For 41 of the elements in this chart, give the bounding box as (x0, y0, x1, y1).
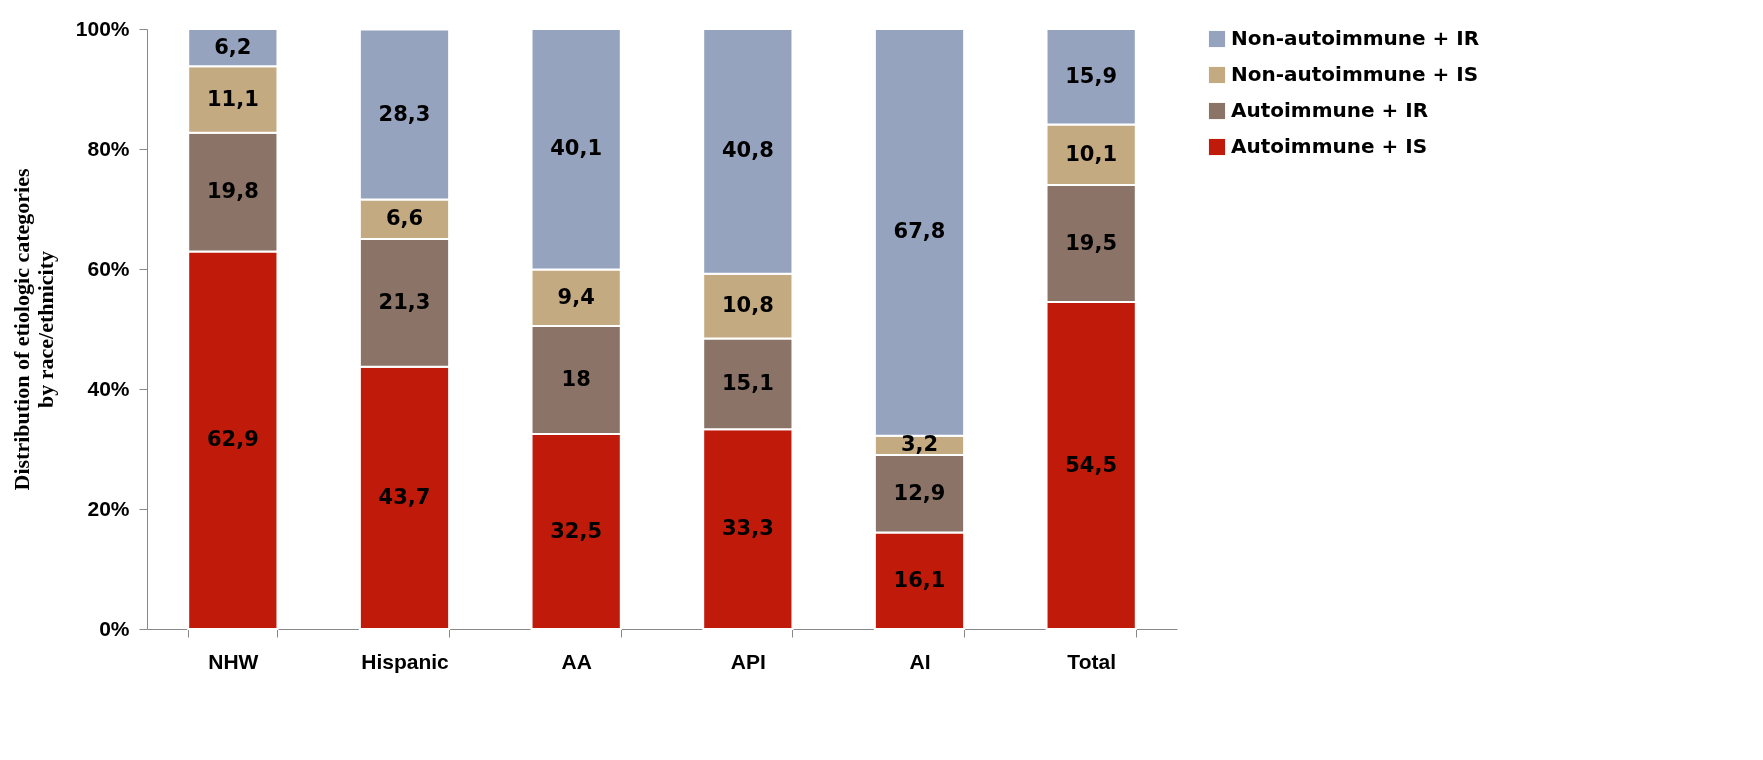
data-label: 40,8 (721, 138, 774, 163)
data-label: 19,5 (1065, 230, 1118, 255)
data-label: 12,9 (893, 480, 946, 505)
data-label: 54,5 (1065, 452, 1118, 477)
legend-label: Non-autoimmune + IS (1231, 62, 1479, 86)
y-tick-label: 20% (87, 496, 130, 520)
data-label: 67,8 (893, 219, 946, 244)
data-label: 43,7 (378, 484, 431, 509)
x-tick-label: AA (561, 649, 592, 673)
x-tick-label: Hispanic (361, 649, 450, 673)
x-tick-label: Total (1067, 649, 1116, 673)
legend-label: Autoimmune + IS (1231, 134, 1428, 158)
x-tick-label: NHW (208, 649, 259, 673)
data-label: 28,3 (378, 101, 431, 126)
data-label: 32,5 (550, 518, 603, 543)
data-label: 15,9 (1065, 63, 1118, 88)
data-label: 16,1 (893, 567, 946, 592)
data-label: 33,3 (721, 516, 774, 541)
data-label: 19,8 (206, 179, 259, 204)
legend-label: Non-autoimmune + IR (1231, 26, 1480, 50)
legend-label: Autoimmune + IR (1231, 98, 1429, 122)
data-label: 6,2 (214, 34, 252, 59)
x-tick-label: API (730, 649, 766, 673)
data-label: 9,4 (557, 284, 595, 309)
data-label: 11,1 (206, 86, 259, 111)
data-label: 10,8 (721, 293, 774, 318)
data-label: 10,1 (1065, 141, 1118, 166)
x-tick-label: AI (909, 649, 931, 673)
y-tick-label: 80% (87, 136, 130, 160)
y-tick-label: 60% (87, 256, 130, 280)
data-label: 18 (561, 367, 591, 391)
data-label: 15,1 (721, 370, 774, 395)
data-label: 40,1 (550, 136, 603, 161)
y-tick-label: 0% (99, 616, 130, 640)
data-label: 21,3 (378, 289, 431, 314)
y-axis-title: Distribution of etiologic categories by race/ethnicity (8, 168, 58, 491)
data-label: 6,6 (385, 206, 424, 231)
y-tick-label: 100% (75, 16, 130, 40)
data-label: 62,9 (206, 427, 259, 452)
data-label: 3,2 (900, 432, 939, 457)
y-tick-label: 40% (87, 376, 130, 400)
